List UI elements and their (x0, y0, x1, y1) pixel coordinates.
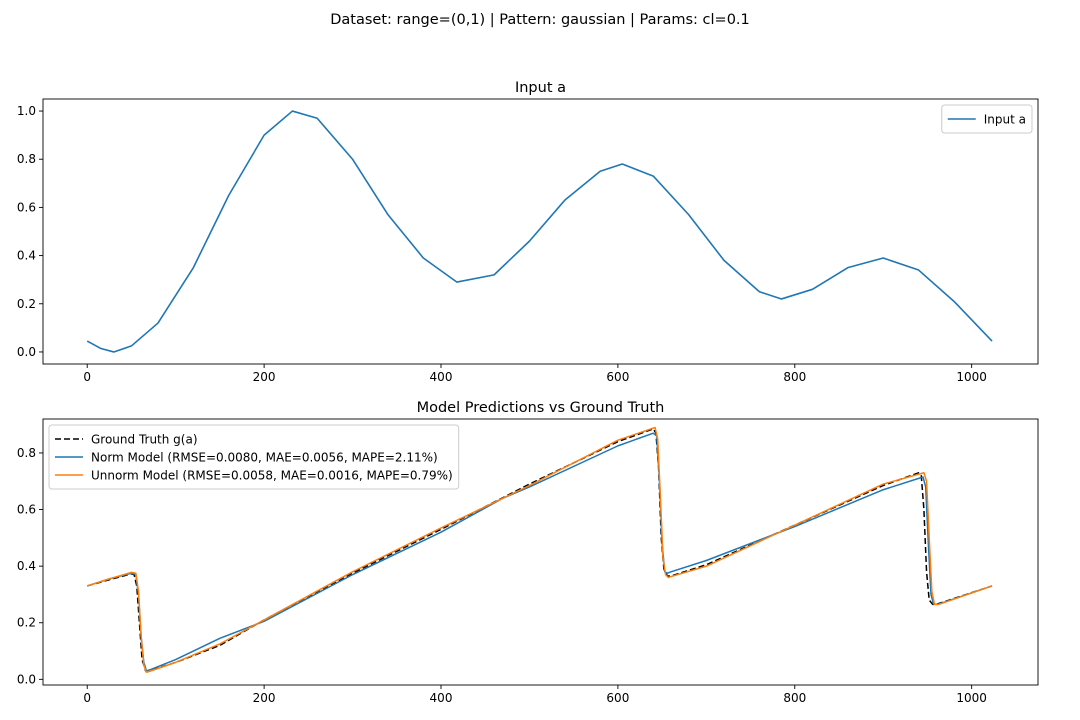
series-line-1 (87, 428, 993, 672)
subplot-1: Input a 0 200 400 600 800 1000 0.0 0.2 0.4 0.6 0.8 1… (17, 80, 1039, 384)
axes-frame (42, 98, 1039, 365)
legend-label: Unnorm Model (RMSE=0.0058, MAE=0.0016, M… (91, 469, 453, 483)
legend-label: Ground Truth g(a) (91, 433, 198, 447)
x-tick-label: 1000 (956, 370, 987, 384)
x-tick-label: 200 (253, 370, 276, 384)
y-tick-label: 0.2 (17, 297, 36, 311)
y-tick-label: 0.4 (17, 559, 36, 573)
y-tick-label: 0.0 (17, 345, 36, 359)
y-tick-label: 0.0 (17, 672, 36, 686)
legend-label: Input a (984, 113, 1026, 127)
y-tick-label: 0.8 (17, 446, 36, 460)
axes-frame (42, 418, 1039, 686)
x-tick-label: 600 (606, 370, 629, 384)
x-tick-label: 1000 (956, 691, 987, 705)
legend-box (48, 424, 460, 490)
x-tick-label: 400 (430, 691, 453, 705)
y-tick-label: 0.6 (17, 200, 36, 214)
legend: Input a (941, 104, 1033, 134)
y-tick-label: 0.4 (17, 249, 36, 263)
y-tick-label: 0.8 (17, 152, 36, 166)
subplot-title: Model Predictions vs Ground Truth (417, 400, 665, 416)
y-tick-label: 0.2 (17, 616, 36, 630)
x-tick-label: 0 (83, 691, 91, 705)
series-line-1 (86, 110, 993, 353)
x-tick-label: 600 (606, 691, 629, 705)
figure-title: Dataset: range=(0,1) | Pattern: gaussian… (330, 12, 750, 28)
x-tick-label: 400 (430, 370, 453, 384)
subplot-title: Input a (515, 80, 566, 96)
x-tick-label: 800 (783, 370, 806, 384)
legend: Ground Truth g(a) Norm Model (RMSE=0.0080… (48, 424, 460, 490)
legend-label: Norm Model (RMSE=0.0080, MAE=0.0056, MAP… (91, 451, 438, 465)
series-line-3 (86, 426, 993, 674)
x-tick-label: 200 (253, 691, 276, 705)
x-tick-label: 0 (83, 370, 91, 384)
y-tick-label: 1.0 (17, 104, 36, 118)
subplot-2: Model Predictions vs Ground Truth 0 200 400… (17, 400, 1039, 705)
legend-box (941, 104, 1033, 134)
x-tick-label: 800 (783, 691, 806, 705)
y-tick-label: 0.6 (17, 503, 36, 517)
